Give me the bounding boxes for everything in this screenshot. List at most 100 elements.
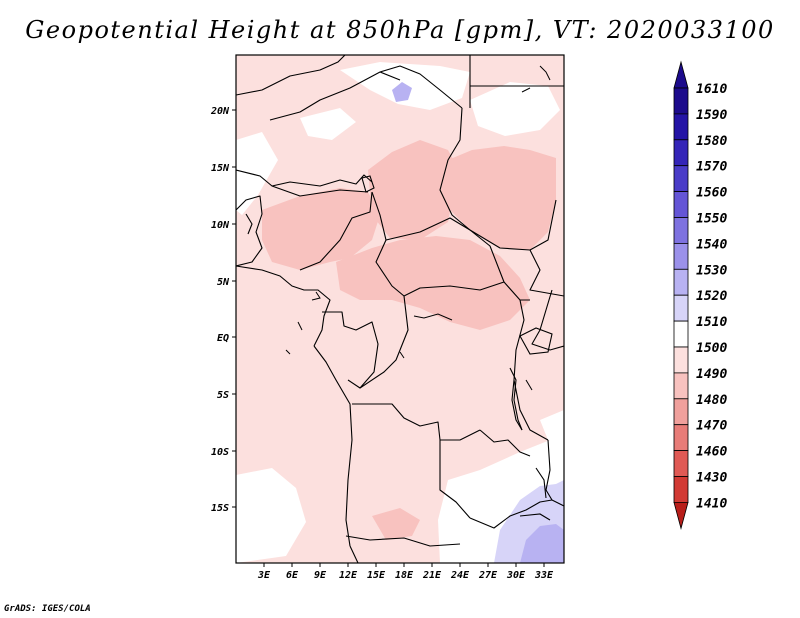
lake-malawi [535,467,547,499]
border-angola-zambia [439,440,471,519]
field-1510-northeast [470,82,560,136]
colorbar-swatch [673,398,689,426]
x-tick-label: 15E [367,570,386,581]
y-tick-label: 10S [211,447,229,458]
border-west-coast [236,265,331,347]
colorbar-label: 1580 [696,134,727,149]
colorbar-swatch [673,242,689,270]
lake-volta-ish [245,213,253,235]
colorbar-swatch [673,372,689,400]
field-1490-nigeria [262,188,380,270]
colorbar: 1610 1590 1580 1570 1560 1550 1540 1530 1520 1510… [673,60,727,530]
lake-tanganyika [509,367,523,431]
y-tick-label: 5S [217,390,229,401]
border-guinea [236,195,263,267]
country-borders [236,55,564,563]
border-nigeria-cameroon [299,191,373,271]
field-1520-north [392,82,412,102]
border-chad-sudan [439,107,471,231]
border-niger-nigeria [271,185,369,197]
colorbar-label: 1590 [696,108,727,123]
field-1530-south [520,524,564,563]
colorbar-label: 1550 [696,212,727,227]
colorbar-swatch [673,476,689,503]
field-1510-west-cloud [300,108,356,140]
border-drc-zambia [479,429,531,457]
colorbar-swatch [673,87,689,115]
map-title: Geopotential Height at 850hPa [gpm], VT:… [25,16,775,44]
y-tick-label: 10N [211,220,230,231]
y-tick-label: 5N [217,277,230,288]
y-tick-labels: 20N 15N 10N 5N EQ 5S 10S 15S [210,106,230,514]
field-1510-east [540,410,564,440]
border-tanzania [513,379,549,441]
y-tick-label: 15S [211,503,229,514]
colorbar-label: 1610 [696,82,727,97]
colorbar-swatch [673,165,689,192]
colorbar-label: 1510 [696,315,727,330]
x-tick-label: 3E [257,570,271,581]
y-tick-label: 20N [210,106,230,117]
border-chad-cameroon [371,191,405,297]
colorbar-swatch [673,268,689,296]
colorbar-label: 1500 [696,341,727,356]
border-algeria-mali [236,55,346,96]
colorbar-swatch [673,191,689,218]
colorbar-bottom-arrow [673,502,689,530]
border-drc-angola [352,403,481,441]
colorbar-swatch [673,294,689,322]
border-congo-drc [359,295,409,389]
border-gabon-congo [322,311,379,389]
colorbar-label: 1520 [696,289,727,304]
colorbar-swatch [673,346,689,374]
x-tick-label: 9E [314,570,327,581]
colorbar-swatch [673,217,689,244]
colorbar-label: 1530 [696,263,727,278]
border-angola-namibia [345,535,461,547]
x-tick-label: 30E [506,570,526,581]
border-drc-uganda [513,299,525,381]
colorbar-label: 1410 [696,496,727,511]
border-car-chad [385,217,505,283]
x-tick-labels: 3E 6E 9E 12E 15E 18E 21E 24E 27E 30E 33E [257,570,554,581]
y-tick-label: 15N [211,163,230,174]
colorbar-label: 1560 [696,186,727,201]
border-mali-burkina [236,169,373,187]
grads-credit: GrADS: IGES/COLA [4,604,91,614]
border-southwest-coast [313,345,353,547]
x-tick-label: 27E [478,570,498,581]
lake-chad [361,175,375,193]
x-tick-label: 24E [450,570,470,581]
border-ssudan-ethiopia [529,249,564,297]
x-tick-label: 12E [339,570,358,581]
border-mozambique [545,439,564,507]
colorbar-label: 1470 [696,419,727,434]
colorbar-label: 1480 [696,393,727,408]
colorbar-label: 1540 [696,237,727,252]
colorbar-label: 1430 [696,471,727,486]
x-tick-label: 33E [534,570,554,581]
field-1510-southwest [236,468,306,563]
field-1490-car [336,236,530,330]
field-1490-south [372,508,420,540]
colorbar-top-arrow [673,60,689,89]
x-axis [263,563,545,567]
map-frame [235,54,565,564]
border-east-edge [531,289,564,351]
map-panel [236,55,564,563]
y-axis [232,109,236,508]
lakes [245,175,553,521]
border-zambia-zimbabwe [469,499,553,529]
field-1490-chad [368,140,460,240]
border-mali-niger [269,71,401,121]
border-niger-libya [379,65,463,109]
colorbar-label: 1460 [696,445,727,460]
coastline-details [285,65,551,391]
lake-victoria [519,327,553,355]
y-tick-label: EQ [217,333,229,344]
lake-kariba [519,513,551,521]
border-east-lakes [511,379,523,431]
colorbar-label: 1570 [696,160,727,175]
x-tick-label: 6E [286,570,299,581]
